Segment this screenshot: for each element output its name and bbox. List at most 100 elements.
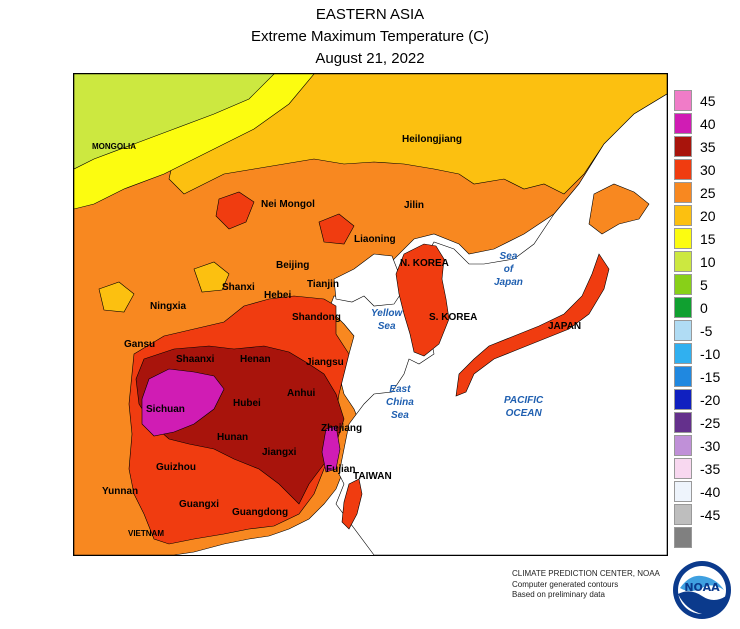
credit-line-1: CLIMATE PREDICTION CENTER, NOAA [512, 569, 660, 578]
legend-label: 0 [700, 300, 708, 316]
legend-swatch [674, 320, 692, 341]
legend-label: -15 [700, 369, 721, 385]
legend-swatch [674, 389, 692, 410]
label-shaanxi: Shaanxi [176, 354, 215, 365]
legend-item: 30 [674, 159, 740, 182]
yellow-sea-water [333, 253, 405, 307]
label-mongolia: MONGOLIA [92, 142, 136, 151]
legend-label: 20 [700, 208, 716, 224]
sea-of-japan-line-2: of [503, 264, 514, 275]
label-henan: Henan [240, 354, 271, 365]
east-china-sea-line-2: China [386, 397, 414, 408]
legend-item: -10 [674, 343, 740, 366]
label-east-china-sea: East China Sea [386, 383, 414, 422]
legend-item [674, 527, 740, 550]
noaa-logo-icon [673, 561, 731, 619]
contour-40-sichuan [141, 368, 225, 437]
legend-item: -45 [674, 504, 740, 527]
label-zhejiang: Zhejiang [321, 423, 363, 434]
east-china-sea-line-3: Sea [390, 410, 409, 421]
pacific-ocean-line-2: OCEAN [505, 408, 542, 419]
yellow-sea-line-2: Sea [377, 321, 396, 332]
legend-item: 20 [674, 205, 740, 228]
legend-label: -35 [700, 461, 721, 477]
legend-label: -20 [700, 392, 721, 408]
legend-swatch [674, 412, 692, 433]
legend-label: 40 [700, 116, 716, 132]
label-beijing: Beijing [276, 260, 310, 271]
label-taiwan: TAIWAN [353, 471, 392, 482]
legend-item: 0 [674, 297, 740, 320]
legend-label: 30 [700, 162, 716, 178]
legend-item: 5 [674, 274, 740, 297]
legend-swatch [674, 297, 692, 318]
legend-swatch [674, 481, 692, 502]
legend-label: -10 [700, 346, 721, 362]
legend-item: 35 [674, 136, 740, 159]
label-vietnam: VIETNAM [128, 529, 164, 538]
legend-label: 45 [700, 93, 716, 109]
contour-40-zhejiang [321, 425, 341, 473]
label-jiangsu: Jiangsu [306, 357, 344, 368]
korea-peninsula [395, 243, 450, 357]
label-hebei: Hebei [264, 290, 292, 301]
legend-swatch [674, 504, 692, 525]
label-tianjin: Tianjin [307, 279, 340, 290]
label-fujian: Fujian [326, 464, 356, 475]
label-sea-of-japan: Sea of Japan [494, 250, 523, 289]
taiwan-island [341, 478, 363, 530]
legend-item: -40 [674, 481, 740, 504]
legend-label: -45 [700, 507, 721, 523]
legend-swatch [674, 159, 692, 180]
contour-10-mongolia [74, 74, 275, 170]
legend-swatch [674, 527, 692, 548]
credit-line-2: Computer generated contours [512, 580, 619, 589]
legend-swatch [674, 458, 692, 479]
hokkaido-island [588, 183, 650, 235]
noaa-logo-text: NOAA [684, 581, 720, 594]
legend-item: 45 [674, 90, 740, 113]
legend-label: 10 [700, 254, 716, 270]
pacific-ocean-line-1: PACIFIC [504, 395, 544, 406]
label-yunnan: Yunnan [102, 486, 139, 497]
cool-pocket-shanxi [193, 261, 230, 293]
legend-label: -40 [700, 484, 721, 500]
japan-islands [455, 253, 610, 397]
legend-swatch [674, 251, 692, 272]
legend-item: 40 [674, 113, 740, 136]
legend-swatch [674, 205, 692, 226]
legend-item: -20 [674, 389, 740, 412]
label-guangxi: Guangxi [179, 499, 220, 510]
label-pacific-ocean: PACIFIC OCEAN [504, 394, 543, 420]
legend-label: 15 [700, 231, 716, 247]
label-ningxia: Ningxia [150, 301, 187, 312]
legend-swatch [674, 228, 692, 249]
legend-swatch [674, 113, 692, 134]
temperature-map: MONGOLIA Heilongjiang Nei Mongol Jilin L… [73, 73, 668, 556]
label-jilin: Jilin [404, 200, 425, 211]
legend-item: -25 [674, 412, 740, 435]
label-heilongjiang: Heilongjiang [402, 134, 462, 145]
legend-item: 10 [674, 251, 740, 274]
legend-label: 5 [700, 277, 708, 293]
east-sea-water [335, 93, 667, 555]
legend-item: 15 [674, 228, 740, 251]
legend-swatch [674, 136, 692, 157]
map-date-title: August 21, 2022 [315, 50, 425, 67]
legend-swatch [674, 90, 692, 111]
legend-label: -25 [700, 415, 721, 431]
label-nei-mongol: Nei Mongol [261, 199, 315, 210]
legend-label: 35 [700, 139, 716, 155]
hotspot-nei-mongol [215, 191, 255, 230]
sea-of-japan-line-1: Sea [499, 251, 518, 262]
label-yellow-sea: Yellow Sea [371, 307, 402, 333]
legend-swatch [674, 343, 692, 364]
label-sichuan: Sichuan [146, 404, 185, 415]
cool-pocket-ningxia [98, 281, 135, 313]
label-s-korea: S. KOREA [429, 312, 478, 323]
legend-swatch [674, 435, 692, 456]
label-hunan: Hunan [217, 432, 249, 443]
label-gansu: Gansu [124, 339, 156, 350]
label-n-korea: N. KOREA [400, 258, 449, 269]
